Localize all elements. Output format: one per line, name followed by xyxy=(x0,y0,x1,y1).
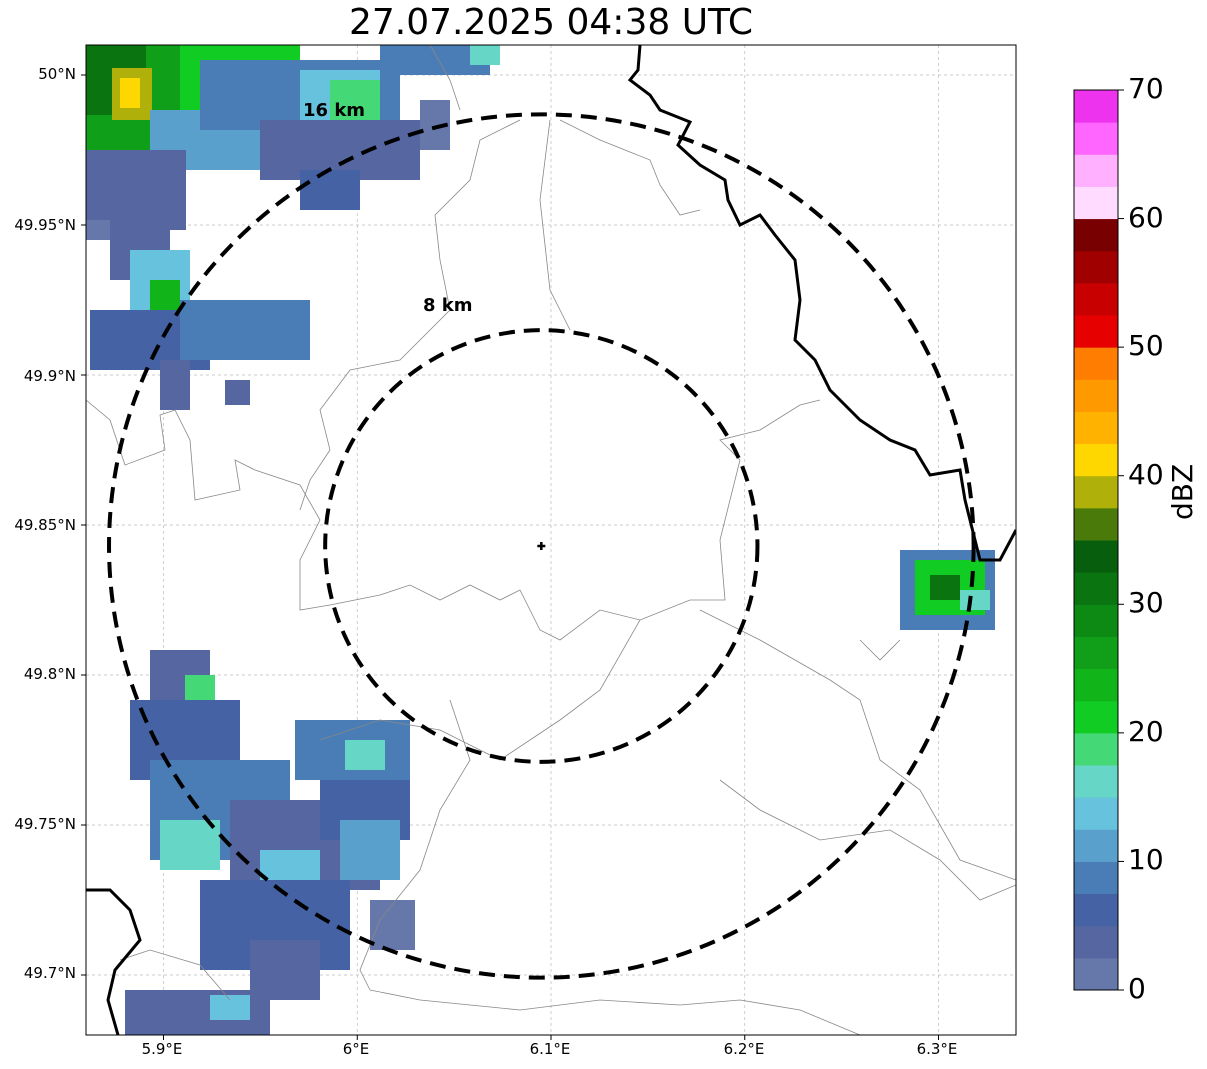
colorbar-segment xyxy=(1074,315,1118,348)
reflectivity-echoes xyxy=(86,45,995,1035)
colorbar-segment xyxy=(1074,347,1118,380)
colorbar-segment xyxy=(1074,186,1118,220)
radar-site-marker xyxy=(537,542,546,550)
colorbar-tick-label: 30 xyxy=(1128,586,1164,619)
colorbar-segment xyxy=(1074,90,1118,123)
colorbar-segment xyxy=(1074,282,1118,316)
colorbar-segment xyxy=(1074,765,1118,798)
ring-label-8km: 8 km xyxy=(423,295,473,316)
map-title: 27.07.2025 04:38 UTC xyxy=(348,2,754,43)
y-tick-label: 49.85°N xyxy=(14,516,76,534)
colorbar-tick-label: 20 xyxy=(1128,715,1164,748)
colorbar-segment xyxy=(1074,540,1118,573)
colorbar-tick-label: 10 xyxy=(1128,843,1164,876)
y-tick-label: 50°N xyxy=(38,65,76,83)
colorbar-tick-label: 70 xyxy=(1128,72,1164,105)
colorbar-segment xyxy=(1074,443,1118,477)
colorbar-segment xyxy=(1074,604,1118,637)
colorbar-tick-label: 60 xyxy=(1128,201,1164,234)
echo-cluster-southwest xyxy=(125,650,415,1035)
ring-label-16km: 16 km xyxy=(303,100,366,121)
x-tick-label: 6.3°E xyxy=(916,1040,958,1058)
colorbar-segment xyxy=(1074,797,1118,830)
x-tick-label: 6.1°E xyxy=(529,1040,571,1058)
colorbar-segment xyxy=(1074,700,1118,734)
y-tick-label: 49.75°N xyxy=(14,815,76,833)
y-tick-label: 49.9°N xyxy=(23,367,76,385)
country-borders xyxy=(86,45,1016,1035)
colorbar-segment xyxy=(1074,925,1118,959)
colorbar-segment xyxy=(1074,122,1118,155)
admin-boundaries xyxy=(86,45,1016,1035)
map-frame xyxy=(85,44,1017,1036)
x-tick-label: 5.9°E xyxy=(141,1040,183,1058)
echo-cluster-northwest xyxy=(86,45,500,410)
colorbar-label: dBZ xyxy=(1166,463,1199,520)
colorbar-segment xyxy=(1074,154,1118,187)
colorbar-segment xyxy=(1074,218,1118,252)
x-tick-label: 6.2°E xyxy=(723,1040,765,1058)
colorbar-segment xyxy=(1074,957,1118,991)
colorbar-tick-label: 0 xyxy=(1128,972,1146,1005)
y-tick-label: 49.95°N xyxy=(14,216,76,234)
colorbar-segment xyxy=(1074,250,1118,284)
colorbar-segment xyxy=(1074,507,1118,541)
colorbar-segment xyxy=(1074,475,1118,509)
x-tick-label: 6°E xyxy=(342,1040,370,1058)
echo-cluster-east xyxy=(900,550,995,630)
colorbar-tick-label: 50 xyxy=(1128,329,1164,362)
colorbar-frame xyxy=(1073,89,1119,991)
colorbar-segment xyxy=(1074,572,1118,605)
y-tick-label: 49.7°N xyxy=(23,964,76,982)
range-ring-8km xyxy=(323,328,760,764)
range-rings xyxy=(107,112,976,980)
colorbar-segment xyxy=(1074,379,1118,412)
colorbar-segment xyxy=(1074,829,1118,862)
colorbar-segment xyxy=(1074,636,1118,670)
colorbar-segment xyxy=(1074,732,1118,766)
colorbar-segment xyxy=(1074,668,1118,702)
y-tick-label: 49.8°N xyxy=(23,665,76,683)
colorbar-segment xyxy=(1074,861,1118,895)
range-ring-16km xyxy=(107,112,976,980)
colorbar-segment xyxy=(1074,893,1118,927)
colorbar-segment xyxy=(1074,411,1118,445)
colorbar-tick-label: 40 xyxy=(1128,458,1164,491)
colorbar xyxy=(1073,89,1124,991)
